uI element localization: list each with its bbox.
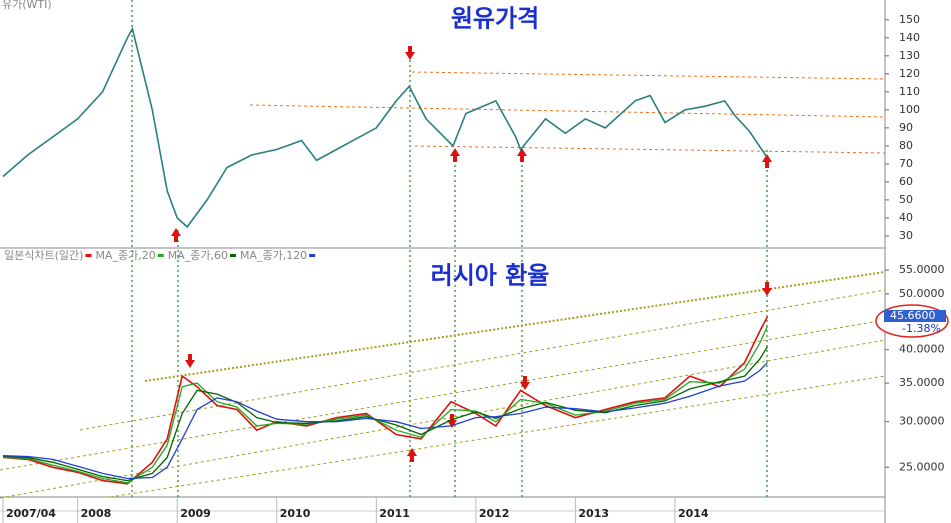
y-tick-label: 110 (899, 85, 920, 98)
y-tick-label: 120 (899, 67, 920, 80)
data-line (2, 26, 768, 229)
legend-swatch (309, 254, 316, 257)
y-tick-label: 70 (899, 157, 913, 170)
chart-title: 원유가격 (451, 4, 539, 33)
axis-label: 유가(WTI) (2, 0, 52, 11)
x-tick-label: 2011 (379, 507, 410, 520)
y-tick-label: 50.0000 (899, 287, 945, 300)
legend-swatch (229, 254, 236, 257)
data-line (2, 362, 768, 480)
y-tick-label: 55.0000 (899, 263, 945, 276)
y-tick-label: 40 (899, 211, 913, 224)
legend-entry: MA_종가,20 (95, 249, 155, 262)
legend-entry: MA_종가,120 (240, 249, 307, 262)
x-tick-label: 2014 (678, 507, 709, 520)
y-tick-label: 50 (899, 193, 913, 206)
legend-entry: 일본식차트(일간) (4, 248, 83, 262)
y-tick-label: 90 (899, 121, 913, 134)
x-tick-label: 2008 (81, 507, 112, 520)
y-tick-label: 150 (899, 13, 920, 26)
legend-swatch (85, 254, 92, 257)
y-tick-label: 80 (899, 139, 913, 152)
y-tick-label: 60 (899, 175, 913, 188)
badge-box (884, 310, 946, 322)
x-tick-label: 2013 (578, 507, 609, 520)
trend-lines (249, 71, 886, 154)
data-line (2, 316, 769, 485)
x-tick-label: 2007/04 (6, 507, 56, 520)
badge-change: -1.38% (902, 322, 941, 335)
chart-title: 러시아 환율 (431, 261, 550, 290)
y-tick-label: 30 (899, 229, 913, 242)
y-tick-label: 40.0000 (899, 343, 945, 356)
x-tick-label: 2010 (280, 507, 311, 520)
y-tick-label: 30.0000 (899, 415, 945, 428)
y-tick-label: 25.0000 (899, 460, 945, 473)
y-tick-label: 35.0000 (899, 376, 945, 389)
legend-swatch (157, 254, 164, 257)
y-tick-label: 140 (899, 31, 920, 44)
x-tick-label: 2009 (180, 507, 211, 520)
legend-entry: MA_종가,60 (168, 249, 228, 262)
y-tick-label: 100 (899, 103, 920, 116)
channel-lines (0, 271, 886, 499)
x-tick-label: 2012 (479, 507, 510, 520)
y-tick-label: 130 (899, 49, 920, 62)
arrows (171, 46, 772, 462)
badge-value: 45.6600 (890, 309, 936, 322)
